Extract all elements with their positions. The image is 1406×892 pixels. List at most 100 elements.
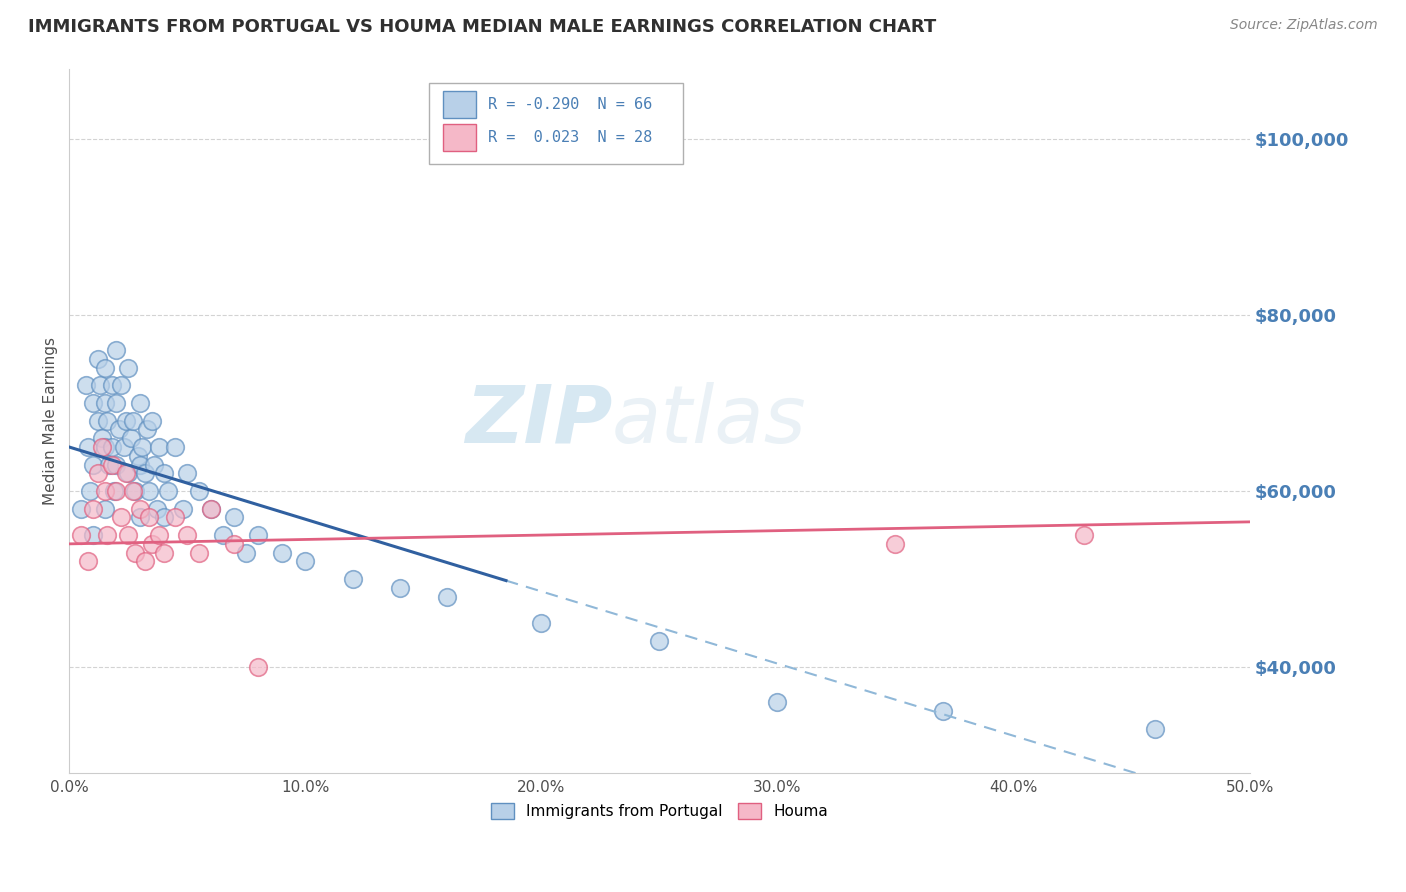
Text: R = -0.290  N = 66: R = -0.290 N = 66 [488,97,652,112]
Point [165,440,187,454]
Point [931,704,953,718]
Point [134,467,156,481]
Point [235,546,257,560]
Point [1073,528,1095,542]
Point [247,660,270,674]
Point [86,351,108,366]
Point [86,467,108,481]
Point [165,510,187,524]
Point [82,458,104,472]
Point [77,554,100,568]
Point [77,440,100,454]
Point [105,343,128,358]
Point [110,510,132,524]
Point [224,537,246,551]
Point [200,501,222,516]
Point [134,554,156,568]
Point [294,554,316,568]
Point [89,378,111,392]
Point [93,360,115,375]
Legend: Immigrants from Portugal, Houma: Immigrants from Portugal, Houma [485,797,834,825]
Point [436,590,458,604]
Point [93,484,115,499]
FancyBboxPatch shape [429,83,683,163]
Point [105,396,128,410]
Point [115,467,138,481]
Point [93,501,115,516]
Point [157,484,180,499]
Point [122,414,145,428]
Text: Source: ZipAtlas.com: Source: ZipAtlas.com [1230,18,1378,32]
Point [75,378,97,392]
Point [152,510,174,524]
Y-axis label: Median Male Earnings: Median Male Earnings [44,336,58,505]
Point [884,537,907,551]
Point [131,440,153,454]
Text: atlas: atlas [612,382,807,459]
Point [120,431,142,445]
Point [122,484,145,499]
Point [766,695,789,709]
Point [91,431,114,445]
Point [138,484,160,499]
Point [70,501,93,516]
Point [530,616,553,631]
Point [247,528,270,542]
Point [129,396,152,410]
Point [91,440,114,454]
Point [141,537,163,551]
Point [188,484,211,499]
Point [176,467,198,481]
Point [342,572,364,586]
Point [117,360,139,375]
Point [648,633,671,648]
Point [172,501,194,516]
Point [82,396,104,410]
Point [148,440,170,454]
Point [117,528,139,542]
Bar [443,124,477,151]
Point [129,501,152,516]
Point [100,440,122,454]
Point [100,458,122,472]
Point [107,422,129,436]
Point [82,501,104,516]
Point [127,449,149,463]
Text: ZIP: ZIP [465,382,612,459]
Point [143,458,166,472]
Point [100,378,122,392]
Text: R =  0.023  N = 28: R = 0.023 N = 28 [488,130,652,145]
Point [93,396,115,410]
Point [96,528,118,542]
Point [112,440,135,454]
Point [141,414,163,428]
Point [79,484,101,499]
Point [103,484,125,499]
Point [86,414,108,428]
Text: IMMIGRANTS FROM PORTUGAL VS HOUMA MEDIAN MALE EARNINGS CORRELATION CHART: IMMIGRANTS FROM PORTUGAL VS HOUMA MEDIAN… [28,18,936,36]
Point [145,501,167,516]
Point [105,484,128,499]
Point [117,467,139,481]
Point [211,528,233,542]
Point [93,440,115,454]
Point [82,528,104,542]
Point [115,414,138,428]
Bar [443,91,477,118]
Point [129,458,152,472]
Point [200,501,222,516]
Point [152,546,174,560]
Point [124,546,146,560]
Point [152,467,174,481]
Point [176,528,198,542]
Point [124,484,146,499]
Point [188,546,211,560]
Point [110,378,132,392]
Point [105,458,128,472]
Point [1144,722,1167,736]
Point [98,458,121,472]
Point [136,422,159,436]
Point [270,546,292,560]
Point [96,414,118,428]
Point [388,581,411,595]
